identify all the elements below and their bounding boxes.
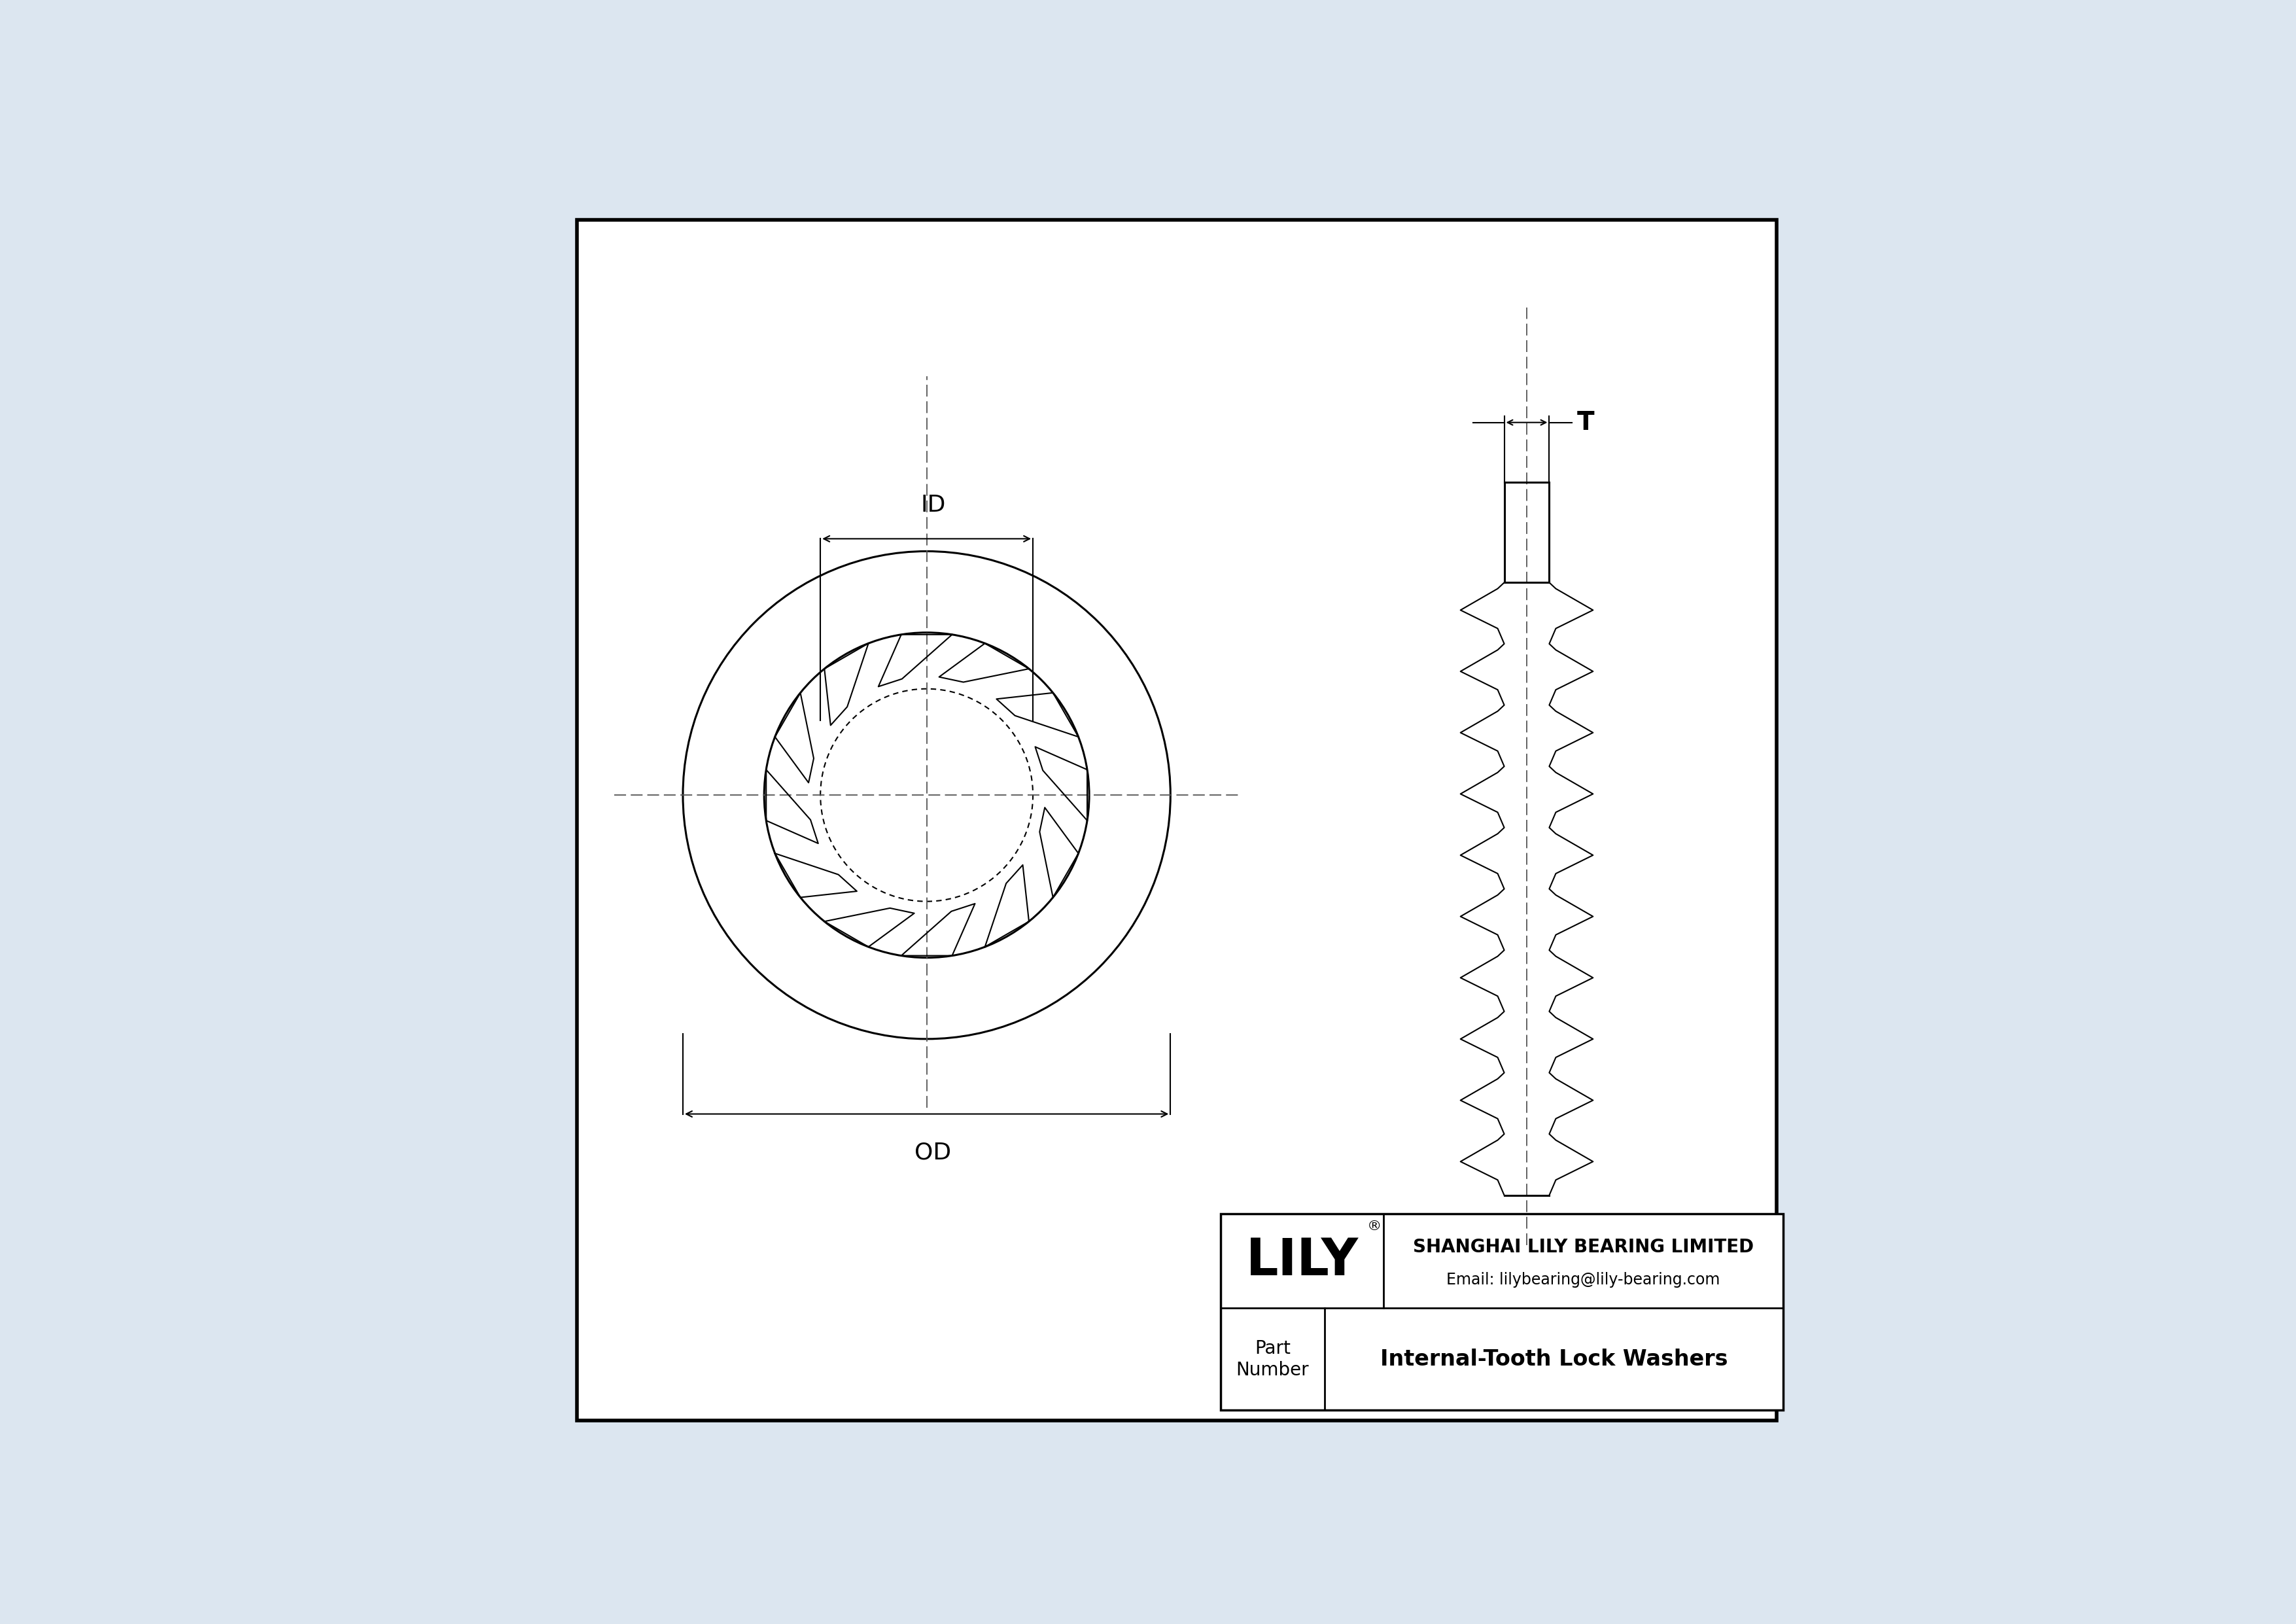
Text: SHANGHAI LILY BEARING LIMITED: SHANGHAI LILY BEARING LIMITED (1412, 1237, 1754, 1257)
Text: Internal-Tooth Lock Washers: Internal-Tooth Lock Washers (1380, 1348, 1727, 1371)
Text: T: T (1577, 409, 1593, 435)
Text: Email: lilybearing@lily-bearing.com: Email: lilybearing@lily-bearing.com (1446, 1272, 1720, 1288)
Text: ID: ID (921, 494, 946, 516)
Text: OD: OD (914, 1142, 951, 1164)
Bar (1221, 1215, 1784, 1410)
Text: LILY: LILY (1247, 1236, 1359, 1286)
Text: Part
Number: Part Number (1235, 1340, 1309, 1379)
Text: ®: ® (1366, 1220, 1382, 1233)
